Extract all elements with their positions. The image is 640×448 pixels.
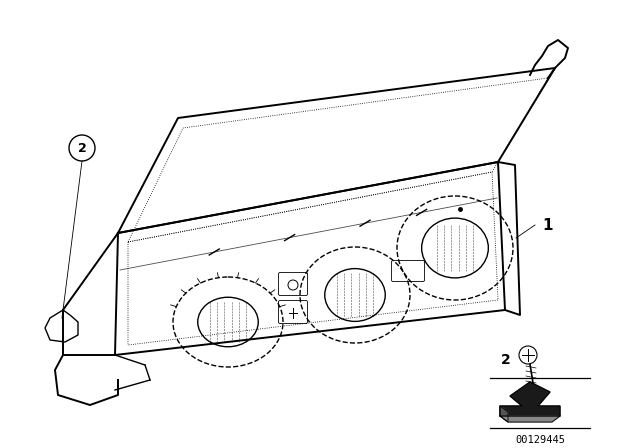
Text: 2: 2 xyxy=(77,142,86,155)
Text: 2: 2 xyxy=(501,353,511,367)
Polygon shape xyxy=(500,382,560,416)
Text: 1: 1 xyxy=(542,217,552,233)
Text: 00129445: 00129445 xyxy=(515,435,565,445)
Polygon shape xyxy=(500,406,508,422)
Polygon shape xyxy=(500,416,560,422)
